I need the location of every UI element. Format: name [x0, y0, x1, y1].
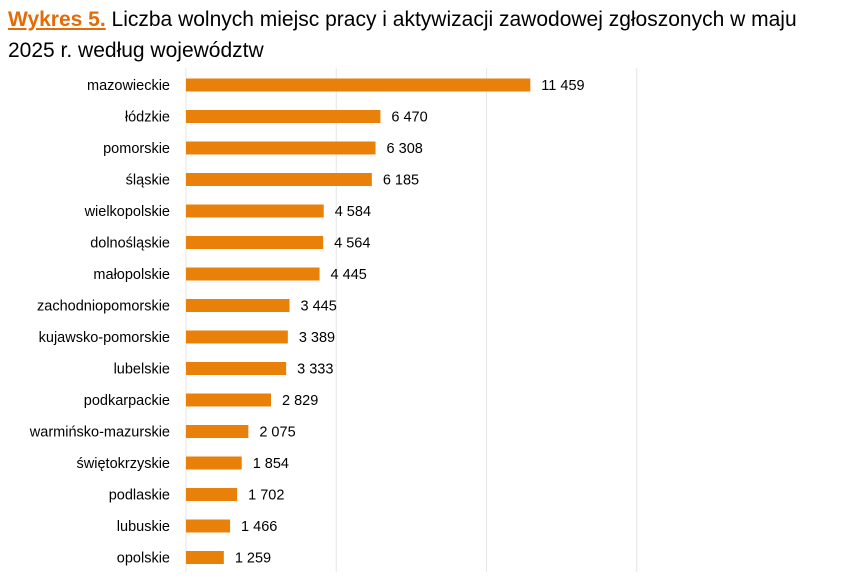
value-label: 6 308	[387, 141, 423, 157]
bars	[186, 78, 531, 564]
bar	[186, 456, 242, 470]
bar	[186, 236, 324, 249]
bar	[186, 204, 324, 218]
value-label: 4 584	[335, 204, 371, 220]
bar	[186, 78, 531, 92]
category-label: wielkopolskie	[84, 204, 170, 220]
value-label: 1 466	[241, 519, 277, 535]
bar	[186, 393, 272, 407]
value-label: 2 075	[259, 425, 295, 441]
chart-title-text: Liczba wolnych miejsc pracy i aktywizacj…	[8, 8, 797, 62]
value-label: 4 445	[331, 267, 367, 283]
chart-title-prefix: Wykres 5.	[8, 8, 106, 31]
category-label: podkarpackie	[84, 393, 170, 409]
value-label: 3 333	[297, 362, 333, 378]
category-label: dolnośląskie	[90, 236, 170, 252]
bar	[186, 488, 238, 501]
value-label: 3 445	[301, 299, 337, 315]
value-label: 3 389	[299, 330, 335, 346]
bar	[186, 299, 290, 312]
value-label: 6 470	[391, 110, 427, 126]
value-label: 11 459	[541, 78, 584, 94]
category-label: małopolskie	[93, 267, 170, 283]
value-label: 1 259	[235, 551, 271, 567]
bar	[186, 330, 288, 344]
labels: mazowieckie 11 459 łódzkie 6 470 pomorskie 6 …	[29, 78, 585, 567]
category-label: kujawsko-pomorskie	[39, 330, 170, 346]
value-label: 1 854	[253, 456, 289, 472]
value-label: 6 185	[383, 173, 419, 189]
bar	[186, 519, 231, 533]
bar	[186, 141, 376, 155]
category-label: mazowieckie	[87, 78, 170, 94]
category-label: warmińsko-mazurskie	[29, 425, 170, 441]
category-label: opolskie	[117, 551, 170, 567]
bar	[186, 110, 381, 123]
bar	[186, 425, 249, 438]
category-label: zachodniopomorskie	[37, 299, 170, 315]
value-label: 1 702	[248, 488, 284, 504]
category-label: świętokrzyskie	[77, 456, 170, 472]
category-label: podlaskie	[109, 488, 170, 504]
bar	[186, 267, 320, 281]
category-label: pomorskie	[103, 141, 170, 157]
bar	[186, 551, 224, 564]
category-label: łódzkie	[125, 110, 170, 126]
category-label: lubelskie	[114, 362, 170, 378]
chart-title: Wykres 5. Liczba wolnych miejsc pracy i …	[8, 4, 848, 66]
value-label: 4 564	[334, 236, 370, 252]
category-label: lubuskie	[117, 519, 170, 535]
bar	[186, 362, 287, 375]
category-label: śląskie	[126, 173, 170, 189]
value-label: 2 829	[282, 393, 318, 409]
bar	[186, 173, 372, 186]
